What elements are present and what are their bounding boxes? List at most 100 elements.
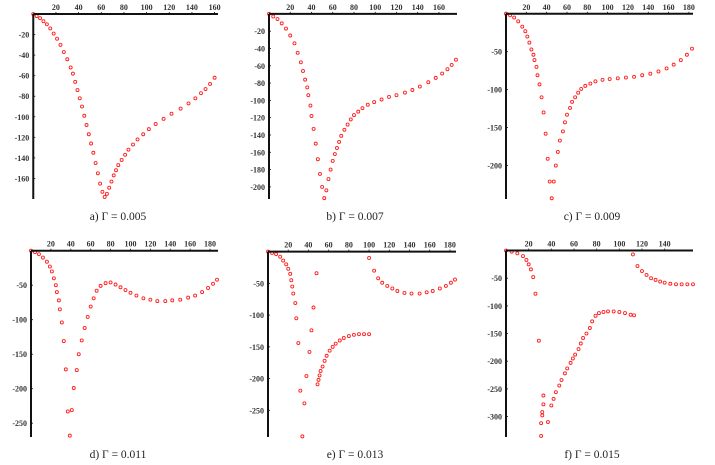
data-point-f xyxy=(617,310,622,314)
data-point-b xyxy=(449,62,454,67)
data-point-d xyxy=(148,297,153,302)
data-point-a xyxy=(131,142,135,147)
data-point-e xyxy=(294,316,299,321)
data-point-b xyxy=(330,158,335,163)
data-point-b xyxy=(306,93,311,98)
data-point-e xyxy=(288,271,293,276)
data-point-c xyxy=(547,179,552,184)
data-point-e xyxy=(409,291,414,296)
data-point-a xyxy=(212,75,217,80)
data-point-d xyxy=(67,433,72,438)
data-point-e xyxy=(424,290,429,295)
data-point-f xyxy=(581,336,586,340)
y-tick-label: -200 xyxy=(487,357,502,366)
data-point-c xyxy=(525,34,530,39)
data-point-b xyxy=(275,17,280,22)
x-tick-label: 100 xyxy=(369,3,381,12)
x-tick-label: 60 xyxy=(563,3,571,12)
data-point-b xyxy=(292,41,297,46)
data-point-d xyxy=(53,283,58,288)
x-tick-label: 120 xyxy=(144,240,156,249)
data-point-f xyxy=(536,338,541,343)
x-tick-label: 80 xyxy=(345,241,353,250)
data-point-d xyxy=(88,304,93,309)
data-point-b xyxy=(445,67,450,72)
y-tick-label: -150 xyxy=(249,343,264,352)
data-point-c xyxy=(543,131,548,136)
data-point-e xyxy=(309,328,314,333)
x-tick-label: 40 xyxy=(304,241,312,250)
data-point-e xyxy=(300,434,305,439)
y-tick-label: -20 xyxy=(254,27,265,36)
data-point-d xyxy=(215,277,219,282)
data-point-f xyxy=(531,275,536,280)
data-point-f xyxy=(568,360,573,365)
data-point-e xyxy=(453,277,457,282)
caption-a: a) Γ = 0.005 xyxy=(89,211,147,223)
data-point-a xyxy=(55,36,60,41)
data-point-a xyxy=(186,101,191,106)
data-point-e xyxy=(317,373,322,378)
x-tick-label: 100 xyxy=(124,240,136,249)
data-point-e xyxy=(286,266,291,271)
y-tick-label: -150 xyxy=(487,124,502,133)
y-tick-label: -180 xyxy=(250,166,265,175)
data-point-b xyxy=(288,33,293,38)
data-point-e xyxy=(337,338,342,343)
data-point-f xyxy=(551,396,556,401)
data-point-b xyxy=(301,69,305,73)
x-tick-label: 100 xyxy=(613,240,625,249)
data-point-e xyxy=(372,268,377,273)
x-tick-label: 120 xyxy=(163,3,175,12)
data-point-a xyxy=(119,158,124,162)
data-point-c xyxy=(576,90,581,95)
data-point-e xyxy=(351,332,356,337)
data-point-e xyxy=(316,377,321,382)
data-point-c xyxy=(684,52,689,57)
data-point-e xyxy=(430,289,435,293)
data-point-f xyxy=(540,413,545,418)
data-point-e xyxy=(293,301,298,306)
data-point-a xyxy=(203,87,208,91)
y-tick-label: -20 xyxy=(19,31,30,40)
data-point-e xyxy=(314,271,319,276)
x-tick-label: 140 xyxy=(642,3,654,12)
data-point-c xyxy=(529,47,534,52)
data-point-b xyxy=(315,157,320,162)
data-point-d xyxy=(91,296,96,301)
data-point-d xyxy=(40,255,45,260)
x-tick-label: 60 xyxy=(97,3,105,12)
x-tick-label: 20 xyxy=(284,241,292,250)
data-point-d xyxy=(108,280,113,285)
data-point-c xyxy=(523,29,528,34)
y-tick-label: -140 xyxy=(250,131,265,140)
data-point-b xyxy=(337,139,342,144)
data-point-f xyxy=(630,252,635,257)
y-tick-label: -200 xyxy=(250,183,265,192)
data-point-d xyxy=(85,314,90,319)
data-point-b xyxy=(426,80,431,85)
x-tick-label: 40 xyxy=(547,240,555,249)
data-point-a xyxy=(86,132,91,137)
x-tick-label: 80 xyxy=(120,3,128,12)
x-tick-label: 120 xyxy=(383,241,395,250)
x-tick-label: 160 xyxy=(433,3,445,12)
data-point-f xyxy=(539,421,544,426)
data-point-a xyxy=(51,31,56,36)
data-point-a xyxy=(93,161,98,165)
data-point-a xyxy=(34,14,39,19)
data-point-e xyxy=(437,286,442,291)
x-tick-label: 20 xyxy=(47,240,55,249)
y-tick-label: -160 xyxy=(15,174,30,183)
data-point-b xyxy=(345,122,350,127)
data-point-a xyxy=(135,137,140,142)
data-point-b xyxy=(394,93,399,98)
caption-f: f) Γ = 0.015 xyxy=(564,449,620,461)
x-tick-label: 20 xyxy=(522,3,530,12)
x-tick-label: 100 xyxy=(602,3,614,12)
data-point-b xyxy=(305,85,310,90)
y-tick-label: -150 xyxy=(487,330,502,339)
data-point-f xyxy=(562,371,567,376)
data-point-f xyxy=(668,281,673,286)
x-tick-label: 20 xyxy=(525,240,533,249)
